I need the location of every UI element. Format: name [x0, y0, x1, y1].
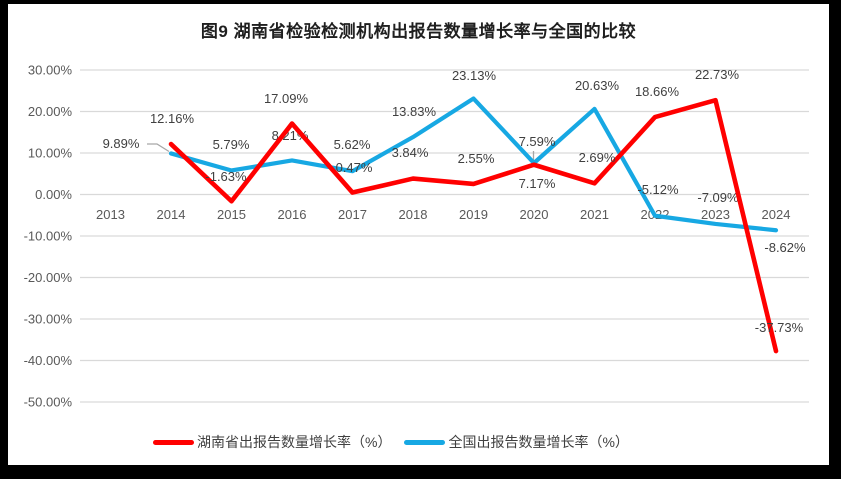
y-axis-tick-label: -50.00%: [24, 395, 73, 410]
y-axis-tick-label: -10.00%: [24, 229, 73, 244]
chart-canvas: [8, 4, 829, 465]
series-line-hunan: [168, 97, 779, 354]
data-label: -1.63%: [205, 169, 247, 184]
data-label: 5.62%: [334, 137, 371, 152]
legend-label-hunan: 湖南省出报告数量增长率（%）: [197, 434, 392, 450]
x-axis-label: 2016: [278, 207, 307, 222]
legend-label-national: 全国出报告数量增长率（%）: [448, 434, 629, 450]
data-label: 18.66%: [635, 84, 680, 99]
series-line-national: [168, 96, 779, 233]
x-axis-label: 2014: [157, 207, 186, 222]
x-axis-label: 2020: [520, 207, 549, 222]
data-label: 0.47%: [336, 160, 373, 175]
label-leader-line: [147, 143, 170, 153]
data-label: -8.62%: [764, 240, 806, 255]
x-axis-label: 2021: [580, 207, 609, 222]
y-axis-tick-label: 30.00%: [28, 63, 73, 78]
data-label: -37.73%: [755, 320, 804, 335]
y-axis-tick-label: 0.00%: [35, 187, 72, 202]
legend: 湖南省出报告数量增长率（%） 全国出报告数量增长率（%）: [153, 433, 629, 451]
data-label: 3.84%: [392, 145, 429, 160]
x-axis-label: 2013: [96, 207, 125, 222]
data-label: 7.59%: [519, 134, 556, 149]
data-label: -7.09%: [697, 190, 739, 205]
x-axis-label: 2015: [217, 207, 246, 222]
y-axis-tick-label: -30.00%: [24, 312, 73, 327]
data-label: 13.83%: [392, 104, 437, 119]
data-label: 12.16%: [150, 111, 195, 126]
data-label: 2.69%: [579, 150, 616, 165]
y-axis-tick-label: 20.00%: [28, 104, 73, 119]
data-label: -5.12%: [637, 182, 679, 197]
x-axis-label: 2024: [762, 207, 791, 222]
data-label: 17.09%: [264, 91, 309, 106]
x-axis-label: 2017: [338, 207, 367, 222]
legend-swatch-hunan: [153, 439, 194, 445]
x-axis-label: 2019: [459, 207, 488, 222]
data-label: 5.79%: [213, 137, 250, 152]
x-axis-label: 2018: [399, 207, 428, 222]
data-label: 7.17%: [519, 176, 556, 191]
y-axis-tick-label: 10.00%: [28, 146, 73, 161]
data-label: 9.89%: [103, 136, 140, 151]
data-label: 22.73%: [695, 67, 740, 82]
x-axis-label: 2023: [701, 207, 730, 222]
y-axis-tick-label: -20.00%: [24, 270, 73, 285]
data-label: 23.13%: [452, 68, 497, 83]
chart-title: 图9 湖南省检验检测机构出报告数量增长率与全国的比较: [200, 22, 637, 41]
legend-swatch-national: [404, 439, 446, 445]
data-label: 2.55%: [458, 151, 495, 166]
data-label: 20.63%: [575, 78, 620, 93]
y-axis-tick-label: -40.00%: [24, 353, 73, 368]
